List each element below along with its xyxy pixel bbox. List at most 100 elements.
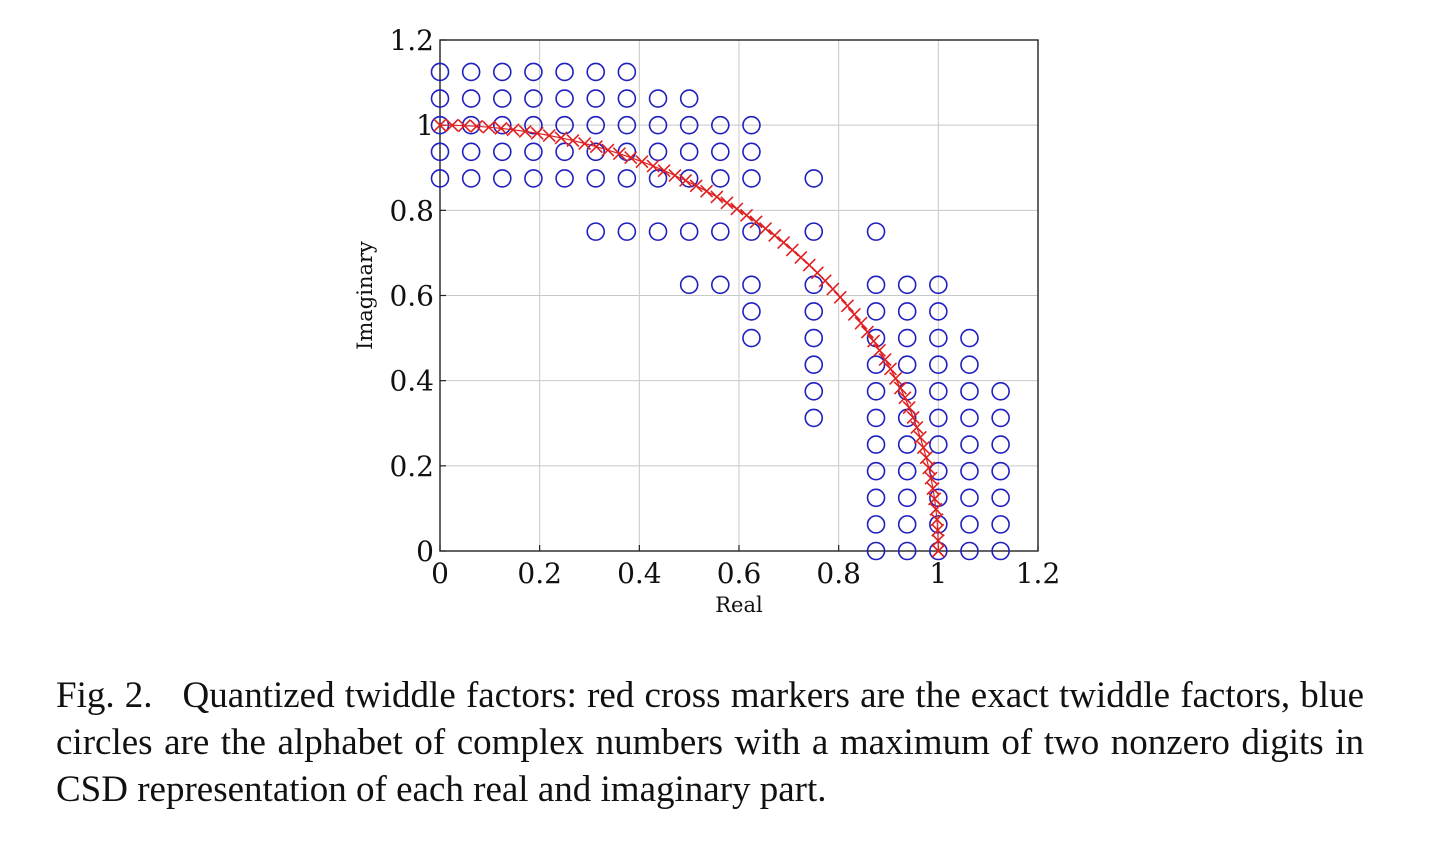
cross-marker <box>931 534 945 548</box>
circle-marker <box>711 142 730 162</box>
circle-marker <box>929 408 948 428</box>
cross-marker <box>898 391 912 405</box>
circle-marker <box>742 328 761 348</box>
cross-marker <box>924 471 938 485</box>
cross-marker <box>840 299 855 313</box>
cross-marker <box>635 155 649 169</box>
cross-marker <box>457 119 471 133</box>
circle-marker <box>866 435 886 454</box>
circle-marker <box>711 115 730 135</box>
x-tick-label: 0.6 <box>717 557 762 590</box>
circle-marker <box>866 302 886 321</box>
circle-marker <box>742 115 761 135</box>
y-tick-label: 0.6 <box>389 280 434 313</box>
circle-marker <box>866 541 886 561</box>
circle-marker <box>524 169 543 188</box>
y-tick-label: 0 <box>416 535 434 568</box>
cross-marker <box>847 307 861 321</box>
cross-marker <box>749 215 763 229</box>
x-tick-label: 0.8 <box>816 557 861 590</box>
circle-marker <box>586 62 606 82</box>
circle-marker <box>991 488 1010 508</box>
circle-marker <box>648 115 668 135</box>
circle-marker <box>617 62 637 82</box>
circle-marker <box>586 222 606 241</box>
circle-marker <box>555 169 574 188</box>
x-tick-label: 0.2 <box>517 557 562 590</box>
circle-marker <box>866 355 886 374</box>
circle-marker <box>617 169 637 188</box>
y-tick-label: 0.4 <box>389 365 434 398</box>
cross-marker <box>931 544 945 558</box>
cross-marker <box>578 136 592 151</box>
cross-marker <box>566 134 580 148</box>
figure-number: Fig. 2. <box>56 675 153 716</box>
circle-marker <box>617 115 637 135</box>
cross-marker <box>601 143 615 157</box>
circle-marker <box>524 62 543 82</box>
circle-marker <box>866 488 886 508</box>
cross-marker <box>720 196 734 210</box>
cross-marker <box>902 400 916 415</box>
circle-marker <box>586 89 606 108</box>
circle-marker <box>929 302 948 321</box>
cross-marker <box>889 371 903 386</box>
x-tick-label: 1.2 <box>1016 557 1061 590</box>
circle-marker <box>461 169 481 188</box>
circle-marker <box>679 275 699 295</box>
circle-marker <box>804 328 824 348</box>
circle-marker <box>960 461 979 481</box>
circle-marker <box>866 275 886 295</box>
circle-marker <box>897 515 917 534</box>
circle-marker <box>960 382 979 401</box>
x-tick-label: 0 <box>431 557 449 590</box>
circle-marker <box>461 142 481 162</box>
circle-marker <box>492 89 512 108</box>
caption-text: Quantized twiddle factors: red cross mar… <box>56 675 1364 810</box>
circle-marker <box>430 89 450 108</box>
circle-marker <box>960 328 979 348</box>
circle-marker <box>897 541 917 561</box>
circle-marker <box>866 515 886 534</box>
cross-series <box>433 118 945 558</box>
circle-marker <box>679 89 699 108</box>
circle-marker <box>929 328 948 348</box>
circle-marker <box>679 142 699 162</box>
circle-marker <box>711 222 730 241</box>
circle-marker <box>430 62 450 82</box>
circle-marker <box>586 115 606 135</box>
circle-marker <box>960 435 979 454</box>
cross-marker <box>554 131 568 145</box>
cross-marker <box>730 202 744 216</box>
circle-marker <box>555 89 574 108</box>
circle-marker <box>430 142 450 162</box>
cross-marker <box>922 461 936 475</box>
cross-marker <box>700 184 714 198</box>
y-tick-label: 1 <box>416 109 434 142</box>
cross-marker <box>657 164 671 178</box>
circle-marker <box>991 408 1010 428</box>
circle-marker <box>960 541 979 561</box>
cross-marker <box>867 334 881 348</box>
circle-marker <box>742 275 761 295</box>
circle-marker <box>929 382 948 401</box>
cross-marker <box>910 420 924 434</box>
cross-marker <box>518 124 532 138</box>
circle-marker <box>742 222 761 241</box>
cross-marker <box>878 352 892 367</box>
circle-marker <box>804 302 824 321</box>
cross-marker <box>646 159 660 173</box>
circle-marker <box>897 488 917 508</box>
cross-marker <box>542 128 556 143</box>
cross-marker <box>913 430 927 444</box>
cross-marker <box>506 123 520 137</box>
cross-marker <box>893 381 907 395</box>
circle-marker <box>648 89 668 108</box>
cross-connector-line <box>439 124 939 552</box>
circle-marker <box>929 355 948 374</box>
circle-marker <box>866 461 886 481</box>
circle-marker <box>804 382 824 401</box>
circle-marker <box>586 169 606 188</box>
y-axis-label: Imaginary <box>353 241 377 350</box>
cross-marker <box>470 119 484 133</box>
